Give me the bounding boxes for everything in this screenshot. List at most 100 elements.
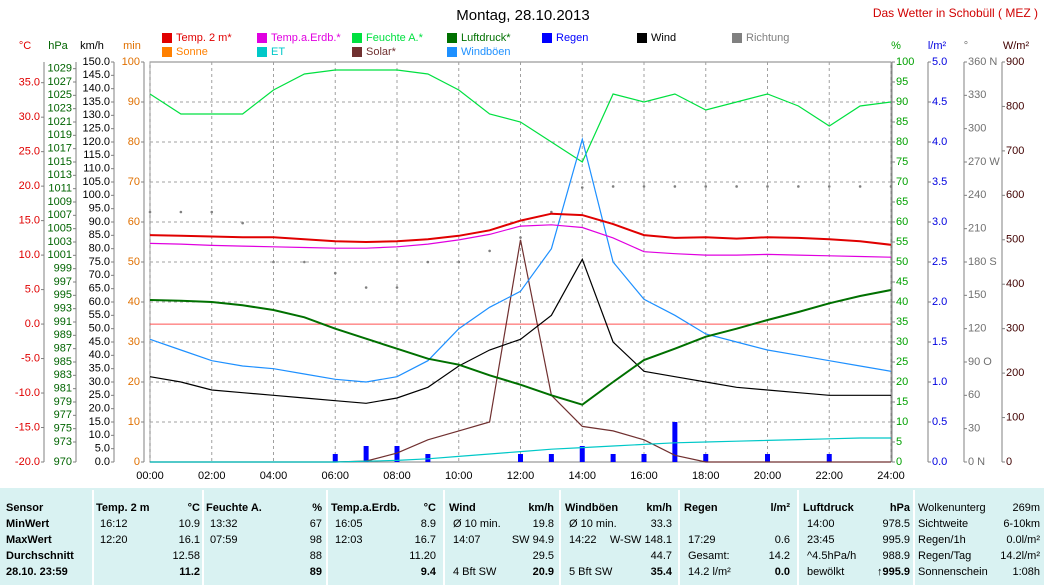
bar [548,454,554,462]
direction-dot [550,210,553,214]
cell-value: 14.2 [769,550,790,562]
y-tick-label: 25.0 [19,146,40,158]
y-tick-label: 180 S [968,256,997,268]
cell-label: 16:12 [100,518,128,530]
x-tick-label: 06:00 [321,470,349,482]
cell-label: 23:45 [807,534,835,546]
axis-unit: hPa [48,40,68,52]
y-tick-label: 1021 [48,116,72,128]
y-tick-label: 210 [968,223,986,235]
axis-unit: W/m² [1003,40,1030,52]
y-tick-label: 30.0 [89,376,110,388]
x-tick-label: 18:00 [692,470,720,482]
series-line [149,212,892,246]
y-tick-label: 1017 [48,143,72,155]
y-tick-label: 500 [1006,234,1024,246]
legend-swatch [257,47,267,57]
y-tick-label: 60 [968,389,980,401]
y-tick-label: 973 [54,436,72,448]
axis-unit: ° [964,40,968,52]
direction-dot [333,271,337,275]
axis-unit: min [123,40,141,52]
y-tick-label: 200 [1006,367,1024,379]
y-tick-label: 1003 [48,236,72,248]
cell-label: 12:20 [100,534,128,546]
direction-dot [457,260,461,264]
column-header: Temp. 2 m [96,502,150,514]
y-tick-label: 975 [54,423,72,435]
y-tick-label: 1029 [48,63,72,75]
y-tick-label: 40 [896,296,908,308]
direction-dot [858,185,862,188]
y-tick-label: 70.0 [89,269,110,281]
cell-value: 8.9 [421,518,436,530]
bar [518,454,523,462]
cell-value: ↑995.9 [877,566,910,578]
y-tick-label: 5.0 [932,56,947,68]
y-tick-label: 2.0 [932,296,947,308]
cell-value: W-SW 148.1 [610,534,672,546]
cell-value: 33.3 [651,518,672,530]
column-header: Luftdruck [803,502,855,514]
direction-dot [303,260,306,264]
extra-value: 6-10km [1003,518,1040,530]
y-tick-label: 90 O [968,356,992,368]
y-tick-label: 150.0 [82,56,110,68]
row-label: Durchschnitt [6,550,74,562]
direction-dot [889,185,893,188]
y-tick-label: 30 [968,423,980,435]
y-tick-label: 0 [134,456,140,468]
legend-label: Luftdruck* [461,32,511,44]
chart-title: Montag, 28.10.2013 [456,7,589,24]
direction-dot [735,185,738,188]
y-tick-label: 30 [128,336,140,348]
row-label: MinWert [6,518,50,530]
axis-unit: l/m² [928,40,947,52]
cell-label: 16:05 [335,518,363,530]
legend-label: Sonne [176,46,208,58]
bar [332,454,338,462]
cell-value: 978.5 [882,518,910,530]
direction-dot [488,249,491,253]
column-unit: l/m² [770,502,790,514]
y-tick-label: 115.0 [83,149,110,161]
y-tick-label: 50 [896,256,908,268]
y-tick-label: 120 [968,323,986,335]
cell-value: 16.7 [415,534,436,546]
y-tick-label: 0.0 [932,456,947,468]
y-tick-label: 105.0 [82,176,110,188]
legend-label: Temp. 2 m* [176,32,232,44]
y-tick-label: 0 [1006,456,1012,468]
y-tick-label: 3.5 [932,176,947,188]
y-tick-label: 981 [54,383,72,395]
y-tick-label: 800 [1006,100,1024,112]
cell-value: 67 [310,518,322,530]
column-header: Windböen [565,502,618,514]
y-tick-label: 60 [896,216,908,228]
y-tick-label: 100 [896,56,914,68]
x-tick-label: 08:00 [383,470,411,482]
cell-value: 10.9 [179,518,200,530]
y-tick-label: 5.0 [25,283,40,295]
x-tick-label: 00:00 [136,470,164,482]
direction-dot [364,286,368,289]
y-tick-label: 90.0 [89,216,110,228]
column-unit: °C [424,502,436,514]
y-tick-label: 1009 [48,196,72,208]
y-tick-label: 60 [128,216,140,228]
y-tick-label: 15 [896,396,908,408]
direction-dot [426,260,430,264]
cell-label: 07:59 [210,534,238,546]
cell-value: 98 [310,534,322,546]
y-tick-label: 0.0 [25,318,40,330]
extra-label: Wolkenunterg [918,502,986,514]
y-tick-label: 970 [54,456,72,468]
legend-label: Wind [651,32,676,44]
cell-value: 11.2 [179,566,200,578]
direction-dot [642,185,646,188]
y-tick-label: 80.0 [89,243,110,255]
y-tick-label: 35 [896,316,908,328]
cell-label: 12:03 [335,534,363,546]
cell-label: Ø 10 min. [453,518,501,530]
y-tick-label: 991 [54,316,72,328]
